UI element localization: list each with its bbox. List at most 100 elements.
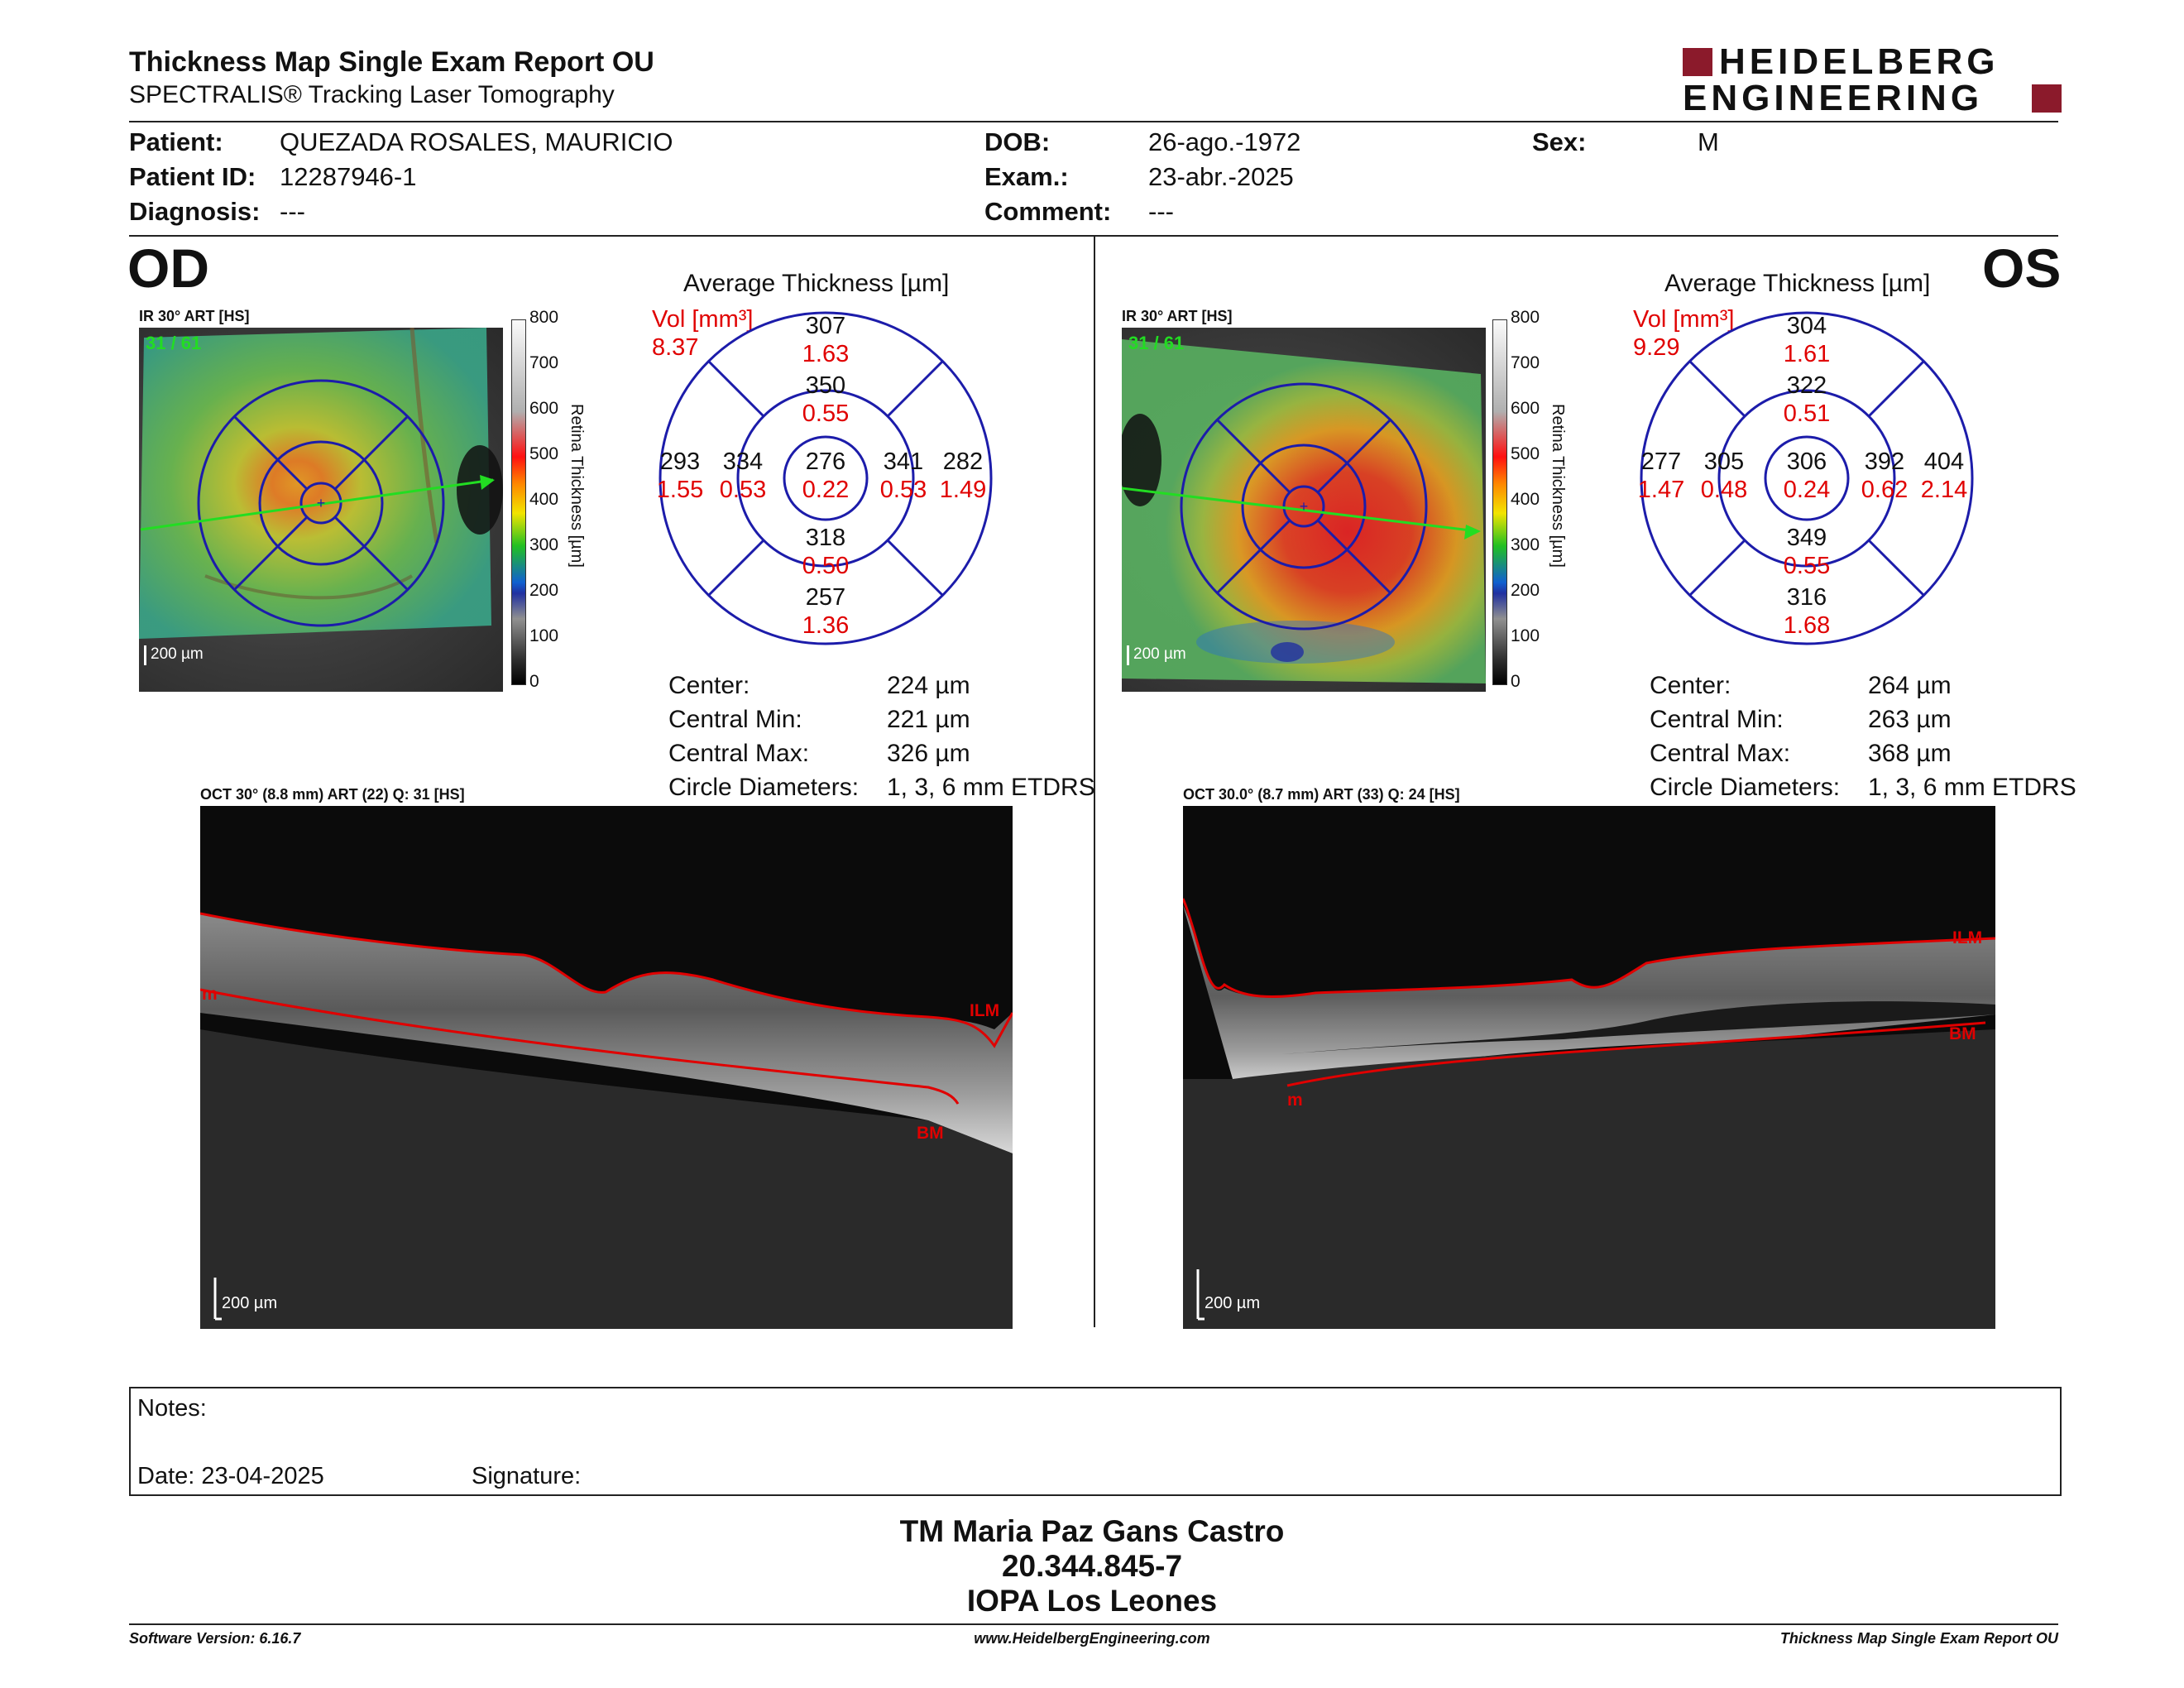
od-inner-inferior-vol: 0.50 bbox=[802, 553, 850, 579]
od-oct-bscan: ILM BM m 200 µm bbox=[200, 806, 1013, 1329]
dob-label: DOB: bbox=[984, 127, 1051, 156]
od-inner-inferior: 318 bbox=[805, 525, 846, 551]
od-center: 276 bbox=[805, 448, 846, 475]
od-ir-label: IR 30° ART [HS] bbox=[139, 308, 250, 324]
os-etdrs-grid bbox=[1640, 311, 1974, 645]
os-vol-label: Vol [mm³] bbox=[1633, 306, 1735, 333]
svg-text:+: + bbox=[1300, 498, 1309, 515]
od-outer-left-vol: 1.55 bbox=[656, 477, 704, 503]
os-eye-label: OS bbox=[1982, 237, 2062, 299]
footer-report-name: Thickness Map Single Exam Report OU bbox=[1779, 1630, 2058, 1647]
notes-label: Notes: bbox=[137, 1395, 207, 1422]
patient-name: QUEZADA ROSALES, MAURICIO bbox=[280, 127, 673, 156]
od-etdrs-grid bbox=[659, 311, 993, 645]
od-etdrs-values: 307 1.63 350 0.55 276 0.22 318 0.50 257 … bbox=[654, 306, 1001, 654]
os-outer-left-vol: 1.47 bbox=[1637, 477, 1685, 503]
signer-name: TM Maria Paz Gans Castro bbox=[899, 1514, 1285, 1548]
os-oct-scale: 200 µm bbox=[1205, 1294, 1261, 1312]
patient-label: Patient: bbox=[129, 127, 223, 156]
report-title: Thickness Map Single Exam Report OU bbox=[129, 46, 654, 78]
os-ir-label: IR 30° ART [HS] bbox=[1122, 308, 1233, 324]
signer-id: 20.344.845-7 bbox=[1001, 1549, 1183, 1583]
od-ilm-label: ILM bbox=[970, 1001, 1000, 1020]
os-colorbar bbox=[1492, 319, 1507, 685]
os-fundus-image: + 31 / 61 200 µm bbox=[1122, 328, 1486, 692]
os-colorbar-ticks: 800 700 600 500 400 300 200 100 0 bbox=[1511, 308, 1540, 691]
signer-org: IOPA Los Leones bbox=[966, 1584, 1218, 1618]
od-stats-labels: Center: Central Min: Central Max: Circle… bbox=[668, 672, 860, 801]
os-inner-right: 392 bbox=[1864, 448, 1905, 475]
os-oct-bscan: ILM BM m 200 µm bbox=[1183, 806, 1995, 1329]
os-center-vol: 0.24 bbox=[1783, 477, 1831, 503]
os-outer-inferior: 316 bbox=[1786, 584, 1827, 611]
sex-value: M bbox=[1698, 127, 1719, 156]
os-stats-values: 264 µm 263 µm 368 µm 1, 3, 6 mm ETDRS bbox=[1868, 672, 2076, 801]
os-inner-superior-vol: 0.51 bbox=[1783, 400, 1831, 427]
od-oct-label: OCT 30° (8.8 mm) ART (22) Q: 31 [HS] bbox=[200, 786, 465, 803]
od-outer-right-vol: 1.49 bbox=[939, 477, 987, 503]
os-center: 306 bbox=[1786, 448, 1827, 475]
os-etdrs-values: 304 1.61 322 0.51 306 0.24 349 0.55 316 … bbox=[1635, 306, 1982, 654]
notes-box[interactable]: Notes: Date: 23-04-2025 Signature: bbox=[129, 1387, 2062, 1496]
os-inner-inferior: 349 bbox=[1786, 525, 1827, 551]
os-outer-superior: 304 bbox=[1786, 313, 1827, 339]
patient-id-label: Patient ID: bbox=[129, 162, 256, 191]
os-inner-left: 305 bbox=[1703, 448, 1745, 475]
os-ilm-label: ILM bbox=[1952, 928, 1983, 947]
report-subtitle: SPECTRALIS® Tracking Laser Tomography bbox=[129, 81, 615, 108]
website-link[interactable]: www.HeidelbergEngineering.com bbox=[974, 1630, 1210, 1647]
os-frame-counter: 31 / 61 bbox=[1128, 333, 1185, 353]
os-ir-scale: 200 µm bbox=[1133, 645, 1186, 663]
comment-label: Comment: bbox=[984, 197, 1112, 226]
os-inner-superior: 322 bbox=[1786, 372, 1827, 399]
os-bm-label: BM bbox=[1949, 1024, 1976, 1043]
os-stats-labels: Center: Central Min: Central Max: Circle… bbox=[1650, 672, 1841, 801]
exam-value: 23-abr.-2025 bbox=[1148, 162, 1294, 191]
od-vol-value: 8.37 bbox=[652, 334, 699, 361]
od-center-vol: 0.22 bbox=[802, 477, 850, 503]
od-inner-left: 334 bbox=[722, 448, 764, 475]
od-ir-scale: 200 µm bbox=[151, 645, 204, 663]
od-stats-values: 224 µm 221 µm 326 µm 1, 3, 6 mm ETDRS bbox=[887, 672, 1095, 801]
os-inner-right-vol: 0.62 bbox=[1861, 477, 1909, 503]
diagnosis-label: Diagnosis: bbox=[129, 197, 261, 226]
od-vol-label: Vol [mm³] bbox=[652, 306, 754, 333]
svg-text:+: + bbox=[317, 495, 326, 511]
os-outer-inferior-vol: 1.68 bbox=[1783, 612, 1831, 639]
od-colorbar bbox=[511, 319, 526, 685]
od-inner-left-vol: 0.53 bbox=[719, 477, 767, 503]
od-outer-inferior: 257 bbox=[805, 584, 846, 611]
od-outer-left: 293 bbox=[659, 448, 701, 475]
exam-label: Exam.: bbox=[984, 162, 1069, 191]
notes-date: Date: 23-04-2025 bbox=[137, 1463, 324, 1489]
od-bm-label: BM bbox=[917, 1124, 944, 1143]
os-oct-label: OCT 30.0° (8.7 mm) ART (33) Q: 24 [HS] bbox=[1183, 786, 1460, 803]
software-version: Software Version: 6.16.7 bbox=[129, 1630, 301, 1647]
os-outer-right-vol: 2.14 bbox=[1920, 477, 1968, 503]
os-outer-left: 277 bbox=[1640, 448, 1682, 475]
dob-value: 26-ago.-1972 bbox=[1148, 127, 1301, 156]
sex-label: Sex: bbox=[1532, 127, 1587, 156]
od-eye-label: OD bbox=[127, 237, 209, 299]
os-vol-value: 9.29 bbox=[1633, 334, 1680, 361]
od-m-label: m bbox=[202, 985, 218, 1004]
os-avg-title: Average Thickness [µm] bbox=[1664, 270, 1931, 297]
os-inner-inferior-vol: 0.55 bbox=[1783, 553, 1831, 579]
od-avg-title: Average Thickness [µm] bbox=[683, 270, 950, 297]
od-colorbar-ticks: 800 700 600 500 400 300 200 100 0 bbox=[529, 308, 559, 691]
od-inner-superior: 350 bbox=[805, 372, 846, 399]
signature-label: Signature: bbox=[472, 1463, 582, 1489]
diagnosis-value: --- bbox=[280, 197, 305, 226]
os-outer-superior-vol: 1.61 bbox=[1783, 341, 1831, 367]
os-m-label: m bbox=[1287, 1091, 1303, 1110]
od-outer-right: 282 bbox=[942, 448, 984, 475]
od-outer-inferior-vol: 1.36 bbox=[802, 612, 850, 639]
od-inner-right-vol: 0.53 bbox=[879, 477, 927, 503]
od-outer-superior: 307 bbox=[805, 313, 846, 339]
od-inner-right: 341 bbox=[883, 448, 924, 475]
os-inner-left-vol: 0.48 bbox=[1700, 477, 1748, 503]
od-oct-scale: 200 µm bbox=[222, 1294, 278, 1312]
od-fundus-image: + 31 / 61 200 µm bbox=[139, 328, 503, 692]
heidelberg-logo: HEIDELBERG ENGINEERING bbox=[1683, 43, 2063, 117]
od-colorbar-title: Retina Thickness [µm] bbox=[568, 404, 586, 568]
